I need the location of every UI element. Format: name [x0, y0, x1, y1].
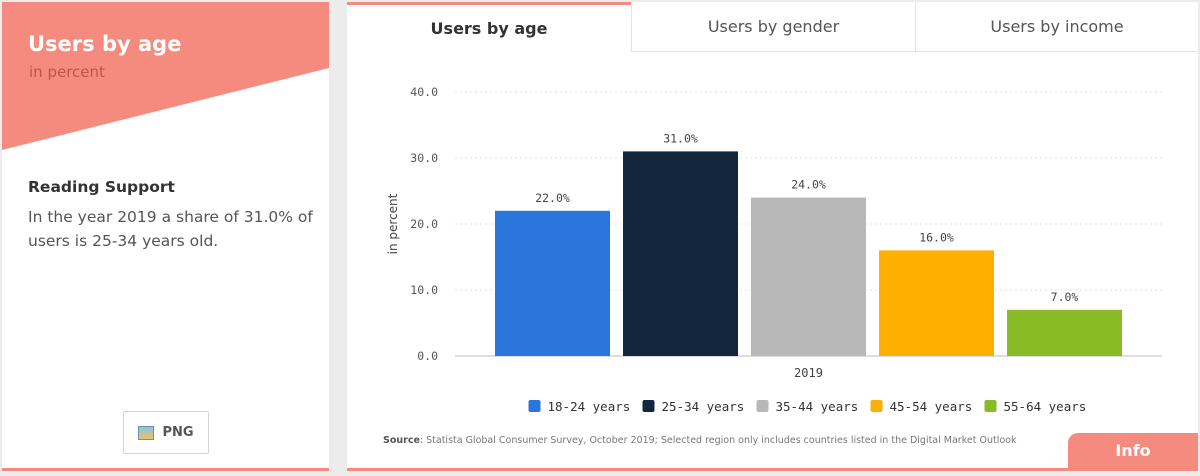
tab-bar: Users by age Users by gender Users by in…: [347, 2, 1198, 53]
data-label: 7.0%: [1051, 290, 1079, 304]
reading-support-text: In the year 2019 a share of 31.0% of use…: [28, 208, 313, 250]
tab-users-by-income[interactable]: Users by income: [915, 2, 1198, 52]
legend-swatch: [984, 400, 997, 412]
y-tick-label: 0.0: [417, 349, 438, 363]
png-download-button[interactable]: PNG: [123, 411, 209, 454]
card-title: Users by age: [28, 32, 182, 56]
legend-label: 55-64 years: [1004, 399, 1087, 414]
data-label: 22.0%: [535, 191, 570, 205]
data-label: 24.0%: [791, 178, 826, 192]
y-axis-title: in percent: [386, 193, 400, 254]
y-tick-label: 40.0: [410, 85, 438, 99]
data-label: 31.0%: [663, 131, 698, 145]
bar-25-34-years: [623, 151, 738, 356]
chart-panel: Users by age Users by gender Users by in…: [347, 2, 1198, 471]
info-button[interactable]: Info: [1068, 433, 1198, 468]
source-note: Source: Statista Global Consumer Survey,…: [383, 435, 1016, 446]
header-background: [2, 2, 329, 150]
bar-35-44-years: [751, 197, 866, 356]
bar-45-54-years: [879, 250, 994, 356]
y-tick-label: 30.0: [410, 151, 438, 165]
bar-18-24-years: [495, 210, 610, 356]
bar-55-64-years: [1007, 309, 1122, 356]
tab-users-by-gender[interactable]: Users by gender: [631, 2, 915, 52]
data-label: 16.0%: [919, 230, 954, 244]
image-icon: [138, 425, 155, 440]
card-subtitle: in percent: [29, 63, 105, 81]
y-tick-label: 10.0: [410, 283, 438, 297]
y-tick-label: 20.0: [410, 217, 438, 231]
png-button-label: PNG: [162, 425, 194, 440]
legend-swatch: [528, 400, 541, 412]
legend-swatch: [642, 400, 655, 412]
legend-label: 25-34 years: [662, 399, 745, 414]
card-header: Users by age in percent: [2, 2, 329, 152]
legend-label: 18-24 years: [548, 399, 631, 414]
legend-label: 45-54 years: [890, 399, 973, 414]
tab-users-by-age[interactable]: Users by age: [347, 2, 631, 52]
reading-support-title: Reading Support: [28, 178, 175, 196]
reading-support-card: Users by age in percent Reading Support …: [2, 2, 329, 471]
source-prefix: Source: [383, 435, 420, 446]
legend-label: 35-44 years: [776, 399, 859, 414]
source-text: : Statista Global Consumer Survey, Octob…: [419, 435, 1017, 446]
bar-chart: 0.0 10.0 20.0 30.0 40.0 in percent 22.0% 31.0% 2…: [386, 85, 1162, 414]
legend-swatch: [870, 400, 883, 412]
x-category-label: 2019: [794, 366, 823, 380]
legend-swatch: [756, 400, 769, 412]
